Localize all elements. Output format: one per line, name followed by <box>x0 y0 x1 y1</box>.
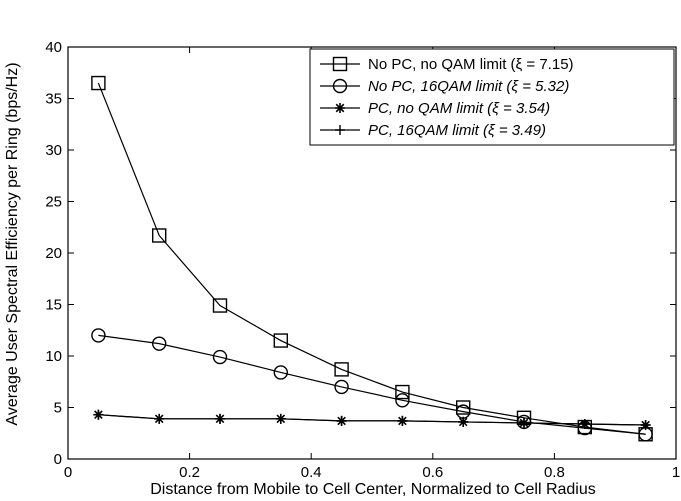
series-plus <box>93 409 651 431</box>
x-tick-label: 0 <box>64 464 72 481</box>
data-point-plus <box>458 416 469 427</box>
legend-item: No PC, 16QAM limit (ξ = 5.32) <box>320 78 569 95</box>
data-point-square <box>395 384 410 400</box>
data-point-plus <box>336 415 347 426</box>
y-tick-label: 30 <box>45 142 62 159</box>
series-line-plus <box>98 414 646 426</box>
data-point-circle <box>273 365 288 380</box>
data-point-square <box>456 400 471 415</box>
y-tick-label: 10 <box>45 348 62 365</box>
data-point-plus <box>640 420 651 431</box>
data-point-square <box>212 298 228 313</box>
legend-marker-circle <box>332 78 348 94</box>
y-tick-label: 25 <box>45 194 62 211</box>
x-axis-title: Distance from Mobile to Cell Center, Nor… <box>150 481 596 498</box>
legend-marker-asterisk <box>335 103 345 113</box>
y-tick-label: 15 <box>45 297 62 314</box>
x-tick-label: 0.6 <box>422 464 443 481</box>
y-tick-label: 20 <box>45 245 62 262</box>
x-tick-label: 0.4 <box>301 464 322 481</box>
legend-item: No PC, no QAM limit (ξ = 7.15) <box>320 56 574 73</box>
data-point-circle <box>334 379 349 395</box>
x-tick-label: 1 <box>672 464 680 481</box>
y-tick-label: 35 <box>45 91 62 108</box>
data-point-plus <box>519 417 529 428</box>
series-line-square <box>97 82 646 435</box>
data-point-plus <box>93 409 104 420</box>
x-tick-label: 0.8 <box>544 464 565 481</box>
data-point-square <box>91 75 106 91</box>
data-point-circle <box>516 414 532 430</box>
y-tick-label: 5 <box>54 400 62 417</box>
data-point-plus <box>215 413 225 424</box>
data-point-plus <box>154 413 165 424</box>
data-point-plus <box>579 418 590 429</box>
legend-marker-plus <box>335 125 345 135</box>
legend-item: PC, 16QAM limit (ξ = 3.49) <box>320 122 546 139</box>
data-point-square <box>151 228 167 243</box>
legend-label: No PC, 16QAM limit (ξ = 5.32) <box>368 78 569 95</box>
y-tick-label: 40 <box>45 39 62 56</box>
data-point-square <box>273 333 288 348</box>
legend-box <box>309 48 675 146</box>
legend-marker-square <box>332 56 348 72</box>
data-point-square <box>334 362 349 377</box>
data-point-circle <box>151 336 167 351</box>
y-axis-title: Average User Spectral Efficiency per Rin… <box>4 62 21 425</box>
data-point-circle <box>395 393 410 408</box>
y-tick-label: 0 <box>54 451 62 468</box>
data-point-circle <box>212 349 228 365</box>
data-point-plus <box>275 413 286 424</box>
series-asterisk <box>93 409 651 431</box>
series-circle <box>91 328 653 442</box>
legend-item: PC, no QAM limit (ξ = 3.54) <box>320 100 550 117</box>
legend-label: PC, no QAM limit (ξ = 3.54) <box>368 100 550 117</box>
legend-label: PC, 16QAM limit (ξ = 3.49) <box>368 122 546 139</box>
data-point-circle <box>91 328 106 343</box>
series-line-circle <box>98 334 646 435</box>
legend-label: No PC, no QAM limit (ξ = 7.15) <box>368 56 574 73</box>
data-point-plus <box>397 415 408 426</box>
x-tick-label: 0.2 <box>179 464 200 481</box>
